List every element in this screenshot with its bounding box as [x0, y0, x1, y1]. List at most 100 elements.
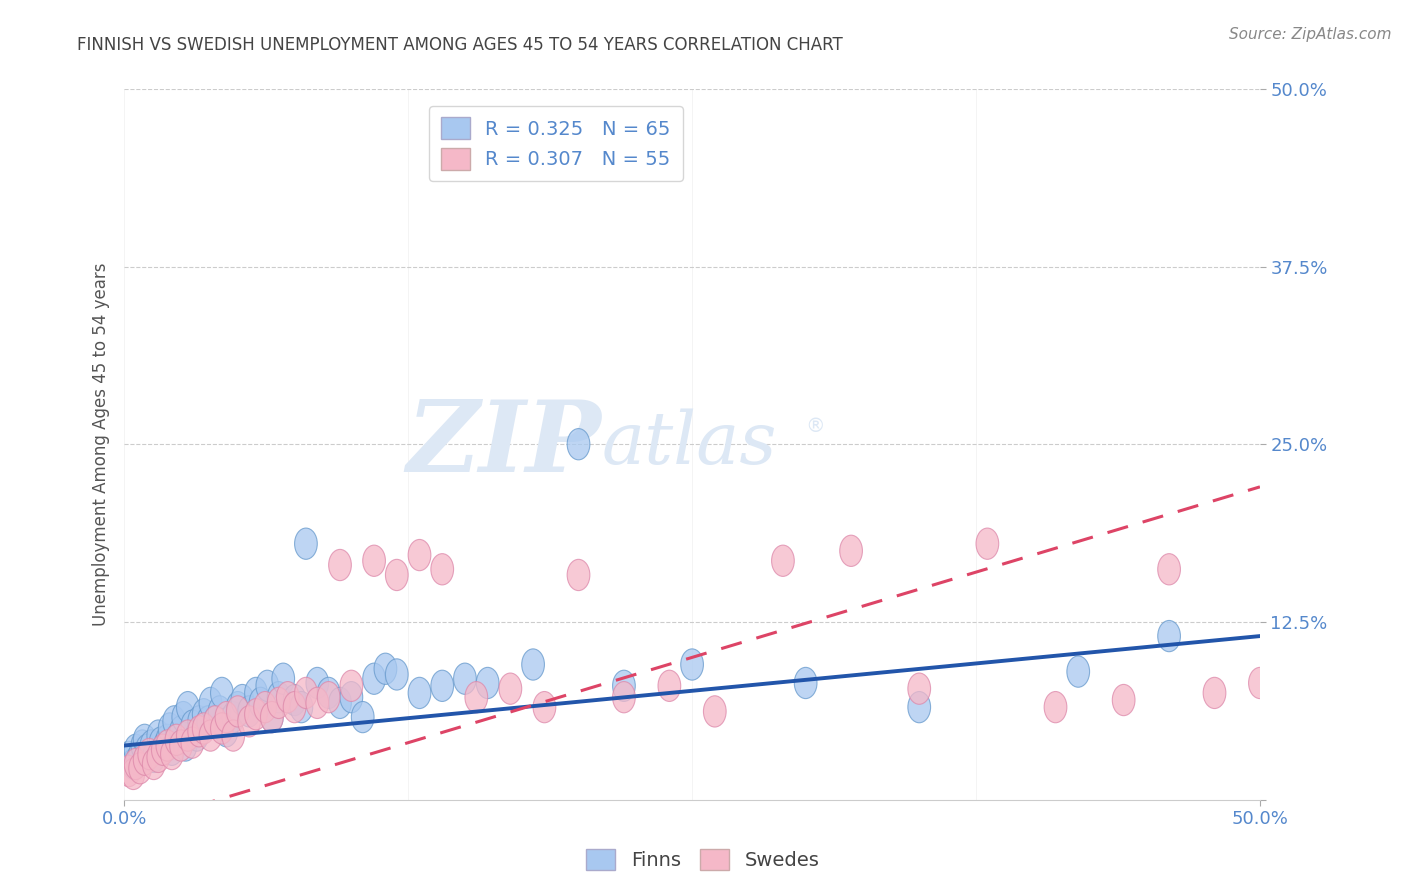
Ellipse shape	[283, 684, 307, 715]
Ellipse shape	[283, 691, 307, 723]
Ellipse shape	[156, 730, 179, 761]
Ellipse shape	[613, 681, 636, 713]
Ellipse shape	[172, 701, 194, 732]
Ellipse shape	[307, 687, 329, 719]
Text: atlas: atlas	[602, 409, 776, 480]
Ellipse shape	[260, 701, 283, 732]
Ellipse shape	[374, 653, 396, 684]
Ellipse shape	[204, 706, 226, 737]
Ellipse shape	[156, 724, 179, 756]
Legend: R = 0.325   N = 65, R = 0.307   N = 55: R = 0.325 N = 65, R = 0.307 N = 55	[429, 106, 682, 181]
Ellipse shape	[152, 734, 174, 765]
Ellipse shape	[200, 720, 222, 751]
Ellipse shape	[408, 540, 430, 571]
Ellipse shape	[129, 753, 152, 784]
Text: Source: ZipAtlas.com: Source: ZipAtlas.com	[1229, 27, 1392, 42]
Ellipse shape	[363, 663, 385, 694]
Ellipse shape	[200, 687, 222, 719]
Y-axis label: Unemployment Among Ages 45 to 54 years: Unemployment Among Ages 45 to 54 years	[93, 262, 110, 626]
Ellipse shape	[153, 730, 177, 761]
Ellipse shape	[222, 701, 245, 732]
Ellipse shape	[170, 730, 193, 761]
Ellipse shape	[976, 528, 998, 559]
Ellipse shape	[124, 748, 148, 780]
Ellipse shape	[215, 715, 238, 747]
Ellipse shape	[430, 554, 454, 585]
Text: ®: ®	[806, 417, 825, 436]
Ellipse shape	[908, 691, 931, 723]
Ellipse shape	[238, 696, 260, 727]
Legend: Finns, Swedes: Finns, Swedes	[578, 841, 828, 878]
Ellipse shape	[222, 720, 245, 751]
Ellipse shape	[170, 715, 193, 747]
Ellipse shape	[329, 687, 352, 719]
Ellipse shape	[215, 701, 238, 732]
Ellipse shape	[159, 713, 181, 744]
Ellipse shape	[226, 696, 249, 727]
Ellipse shape	[363, 545, 385, 576]
Ellipse shape	[148, 741, 170, 772]
Ellipse shape	[1249, 667, 1271, 698]
Ellipse shape	[188, 715, 211, 747]
Ellipse shape	[329, 549, 352, 581]
Ellipse shape	[165, 724, 188, 756]
Ellipse shape	[256, 670, 278, 701]
Ellipse shape	[118, 756, 141, 787]
Ellipse shape	[295, 677, 318, 708]
Ellipse shape	[260, 701, 283, 732]
Ellipse shape	[271, 663, 295, 694]
Ellipse shape	[122, 748, 145, 780]
Ellipse shape	[127, 744, 149, 775]
Ellipse shape	[122, 758, 145, 789]
Ellipse shape	[277, 681, 299, 713]
Ellipse shape	[1045, 691, 1067, 723]
Ellipse shape	[177, 720, 200, 751]
Ellipse shape	[131, 730, 153, 761]
Ellipse shape	[318, 677, 340, 708]
Ellipse shape	[238, 706, 260, 737]
Ellipse shape	[385, 559, 408, 591]
Ellipse shape	[135, 734, 159, 765]
Ellipse shape	[134, 744, 156, 775]
Ellipse shape	[703, 696, 725, 727]
Ellipse shape	[613, 670, 636, 701]
Ellipse shape	[465, 681, 488, 713]
Ellipse shape	[204, 706, 226, 737]
Ellipse shape	[177, 691, 200, 723]
Ellipse shape	[522, 648, 544, 680]
Ellipse shape	[226, 691, 249, 723]
Ellipse shape	[352, 701, 374, 732]
Ellipse shape	[658, 670, 681, 701]
Ellipse shape	[772, 545, 794, 576]
Ellipse shape	[567, 428, 591, 460]
Ellipse shape	[1157, 554, 1181, 585]
Ellipse shape	[1067, 656, 1090, 687]
Ellipse shape	[1112, 684, 1135, 715]
Ellipse shape	[138, 739, 160, 770]
Ellipse shape	[290, 691, 312, 723]
Ellipse shape	[134, 724, 156, 756]
Ellipse shape	[1157, 621, 1181, 652]
Ellipse shape	[163, 706, 186, 737]
Ellipse shape	[245, 698, 267, 730]
Ellipse shape	[231, 684, 253, 715]
Ellipse shape	[340, 670, 363, 701]
Ellipse shape	[186, 720, 208, 751]
Ellipse shape	[142, 741, 165, 772]
Ellipse shape	[181, 727, 204, 758]
Ellipse shape	[211, 677, 233, 708]
Ellipse shape	[141, 730, 163, 761]
Ellipse shape	[385, 659, 408, 690]
Ellipse shape	[408, 677, 430, 708]
Ellipse shape	[267, 687, 290, 719]
Ellipse shape	[318, 681, 340, 713]
Ellipse shape	[142, 748, 165, 780]
Text: FINNISH VS SWEDISH UNEMPLOYMENT AMONG AGES 45 TO 54 YEARS CORRELATION CHART: FINNISH VS SWEDISH UNEMPLOYMENT AMONG AG…	[77, 36, 844, 54]
Ellipse shape	[148, 720, 170, 751]
Ellipse shape	[267, 681, 290, 713]
Ellipse shape	[124, 734, 148, 765]
Ellipse shape	[211, 713, 233, 744]
Ellipse shape	[193, 698, 215, 730]
Ellipse shape	[499, 673, 522, 705]
Text: ZIP: ZIP	[406, 396, 602, 492]
